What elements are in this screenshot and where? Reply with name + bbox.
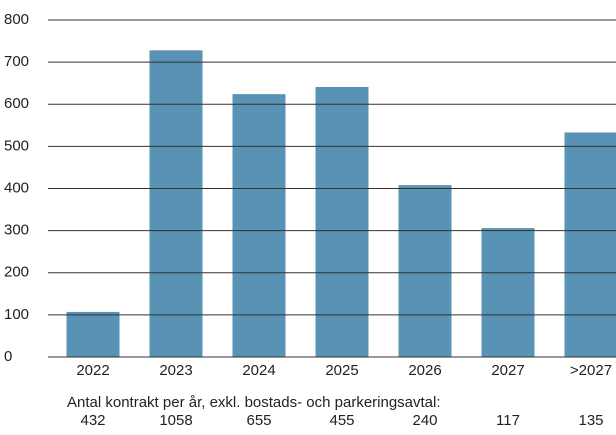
- y-tick-label: 200: [4, 264, 29, 281]
- contract-count: 135: [578, 412, 603, 429]
- contract-count: 432: [80, 412, 105, 429]
- x-tick-label: 2026: [408, 362, 441, 379]
- y-tick-label: 500: [4, 137, 29, 154]
- x-tick-label: 2022: [76, 362, 109, 379]
- bar: [232, 94, 286, 357]
- y-tick-label: 800: [4, 11, 29, 28]
- y-tick-label: 400: [4, 179, 29, 196]
- bar: [398, 185, 452, 357]
- y-tick-label: 600: [4, 95, 29, 112]
- x-tick-label: 2027: [491, 362, 524, 379]
- x-tick-label: 2024: [242, 362, 275, 379]
- contract-count: 117: [496, 412, 520, 429]
- contract-count: 1058: [159, 412, 192, 429]
- bar: [149, 50, 203, 358]
- y-tick-label: 0: [4, 348, 12, 365]
- bar: [315, 86, 369, 357]
- bar: [66, 311, 120, 357]
- contract-count: 455: [329, 412, 354, 429]
- y-tick-label: 700: [4, 53, 29, 70]
- bar: [564, 132, 616, 357]
- y-tick-label: 300: [4, 222, 29, 239]
- footnote: Antal kontrakt per år, exkl. bostads- oc…: [67, 394, 441, 411]
- contract-count: 655: [246, 412, 271, 429]
- y-tick-label: 100: [4, 306, 29, 323]
- x-tick-label: 2025: [325, 362, 358, 379]
- x-tick-label: 2023: [159, 362, 192, 379]
- bar: [481, 228, 535, 357]
- x-tick-label: >2027: [570, 362, 612, 379]
- contract-count: 240: [412, 412, 437, 429]
